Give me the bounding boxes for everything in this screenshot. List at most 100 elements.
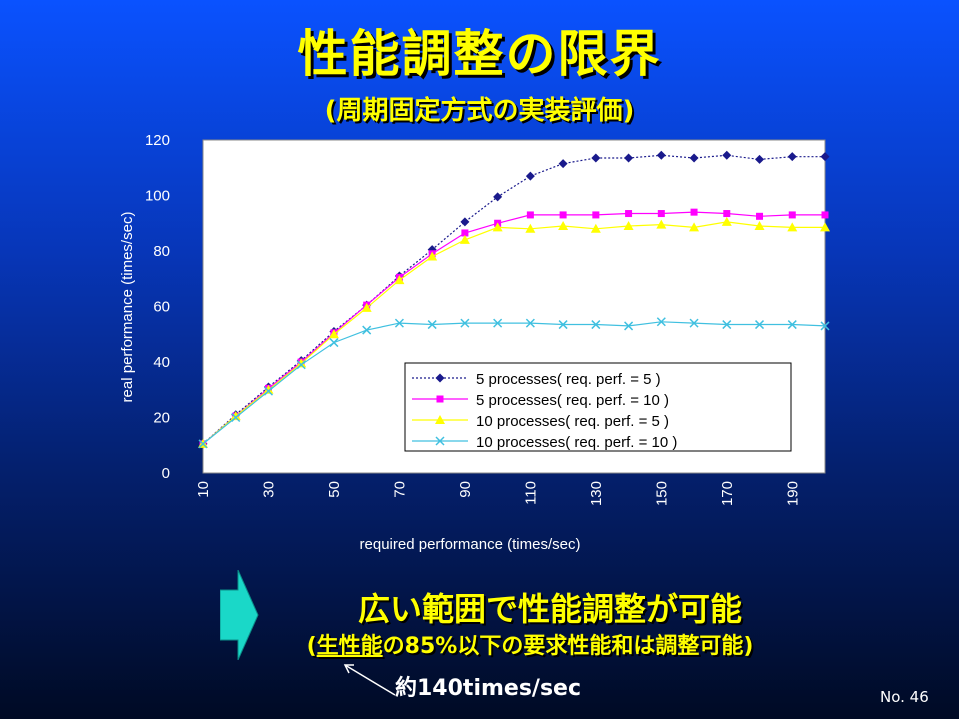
data-point (787, 222, 798, 232)
series-4 (198, 317, 830, 449)
data-point (394, 275, 405, 285)
data-point (459, 234, 470, 244)
y-tick-label: 80 (153, 243, 170, 260)
data-point (230, 411, 241, 421)
x-tick-label: 70 (391, 481, 408, 498)
right-arrow-icon (220, 570, 259, 660)
y-tick-labels: 0 20 40 60 80 100 120 (145, 132, 170, 482)
data-point (558, 221, 569, 231)
legend-marker (436, 395, 444, 403)
x-tick-label: 10 (195, 481, 212, 498)
data-point (657, 210, 665, 218)
series-3 (198, 216, 830, 448)
x-tick-label: 110 (522, 481, 539, 505)
page-title: 性能調整の限界 (297, 25, 662, 83)
data-point (820, 222, 830, 232)
data-point (722, 320, 732, 330)
series-line (202, 221, 825, 445)
data-point (329, 338, 339, 348)
data-point (493, 318, 503, 328)
data-point (296, 360, 306, 370)
data-point (723, 210, 731, 218)
y-tick-label: 20 (153, 410, 170, 427)
data-point (525, 318, 535, 328)
x-tick-label: 130 (588, 481, 605, 506)
data-point (590, 223, 601, 233)
y-tick-label: 0 (162, 465, 170, 482)
data-point (361, 302, 372, 312)
legend-label: 10 processes( req. perf. = 10 ) (476, 434, 677, 451)
data-point (820, 321, 830, 331)
data-point (559, 211, 567, 219)
data-point (656, 150, 666, 160)
conclusion-text: 広い範囲で性能調整が可能 (357, 590, 742, 628)
data-point (492, 222, 503, 232)
page-number: No. 46 (880, 688, 929, 706)
data-point (821, 211, 829, 219)
data-point (231, 412, 241, 423)
data-point (526, 211, 534, 219)
x-tick-label: 150 (653, 481, 670, 506)
x-axis-label: required performance (times/sec) (360, 536, 581, 553)
data-point (689, 318, 699, 328)
data-point (755, 154, 765, 164)
legend-label: 5 processes( req. perf. = 5 ) (476, 371, 661, 388)
data-point (263, 386, 274, 396)
y-tick-label: 60 (153, 299, 170, 316)
detail-underlined-text: 生性能 (316, 634, 383, 659)
data-point (328, 329, 339, 339)
data-point (623, 221, 634, 231)
data-point (558, 320, 568, 330)
data-point (722, 150, 732, 160)
page-subtitle: (周期固定方式の実装評価) (324, 96, 635, 126)
x-tick-label: 190 (784, 481, 801, 506)
data-point (493, 192, 503, 202)
data-point (820, 152, 830, 162)
data-point (690, 208, 698, 216)
data-point (756, 212, 764, 220)
y-axis-label: real performance (times/sec) (119, 212, 136, 403)
series-line (202, 211, 825, 445)
data-point (624, 153, 634, 163)
data-point (754, 221, 765, 231)
x-tick-label: 30 (260, 481, 277, 498)
x-tick-label: 90 (457, 481, 474, 498)
data-point (461, 229, 469, 237)
data-point (427, 320, 437, 330)
series-line (202, 321, 826, 445)
data-point (591, 153, 601, 163)
data-point (427, 251, 438, 261)
x-tick-labels: 10 30 50 70 90 110 130 150 170 190 (195, 481, 801, 506)
legend-marker (435, 415, 445, 424)
legend-marker (435, 436, 445, 446)
data-point (296, 358, 307, 368)
series-line (202, 154, 825, 445)
x-tick-label: 50 (326, 481, 343, 498)
data-point (525, 223, 536, 233)
performance-chart: 0 20 40 60 80 100 120 10 30 50 70 90 110 130 150 170 19… (119, 132, 830, 553)
legend: 5 processes( req. perf. = 5 ) 5 processes… (404, 362, 792, 452)
y-tick-label: 40 (153, 354, 170, 371)
data-point (625, 210, 633, 218)
detail-rest-text: の85%以下の要求性能和は調整可能) (382, 634, 754, 659)
x-tick-label: 170 (719, 481, 736, 506)
legend-box (404, 362, 792, 452)
data-point (689, 153, 699, 163)
data-point (394, 318, 404, 328)
y-tick-label: 100 (145, 188, 170, 205)
data-point (624, 321, 634, 331)
data-point (591, 320, 601, 330)
data-point (460, 318, 470, 328)
data-point (787, 152, 797, 162)
data-point (788, 211, 796, 219)
data-point (460, 217, 470, 227)
data-point (592, 211, 600, 219)
data-point (689, 222, 700, 232)
y-tick-label: 120 (145, 132, 170, 149)
callout-arrow-icon (343, 664, 396, 696)
detail-open-paren: ( (306, 634, 317, 659)
data-point (656, 317, 666, 327)
data-point (721, 216, 732, 226)
annotation-note: 約140times/sec (395, 676, 582, 701)
data-point (656, 219, 667, 229)
